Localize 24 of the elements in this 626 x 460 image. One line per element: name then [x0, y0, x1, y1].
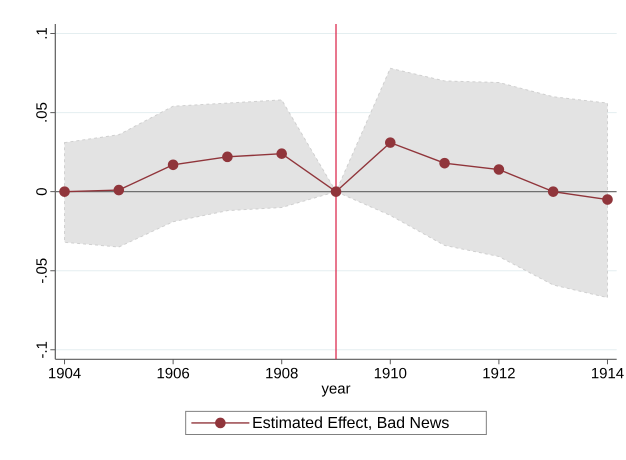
- point: [168, 159, 178, 170]
- x-tick-label: 1908: [266, 368, 298, 378]
- point: [494, 164, 504, 175]
- x-tick-label: 1906: [158, 368, 190, 378]
- point: [548, 186, 558, 197]
- point: [602, 194, 613, 205]
- y-tick-label: 0: [36, 188, 47, 196]
- x-tick-label: 1914: [592, 368, 624, 378]
- point: [222, 152, 233, 162]
- point: [330, 186, 342, 197]
- legend-label: Estimated Effect, Bad News: [253, 416, 449, 430]
- x-axis-title: year: [322, 385, 350, 397]
- point: [439, 158, 450, 168]
- x-tick-label: 1904: [49, 368, 81, 378]
- point: [276, 148, 288, 159]
- y-tick-label: .05: [36, 102, 47, 122]
- y-tick-label: -.05: [36, 258, 47, 283]
- point: [385, 137, 396, 148]
- x-tick-label: 1910: [374, 368, 406, 378]
- y-tick-label: .1: [36, 28, 47, 38]
- y-tick-label: -.1: [36, 342, 47, 358]
- x-tick-label: 1912: [483, 368, 515, 378]
- point: [114, 184, 124, 196]
- point: [59, 186, 70, 197]
